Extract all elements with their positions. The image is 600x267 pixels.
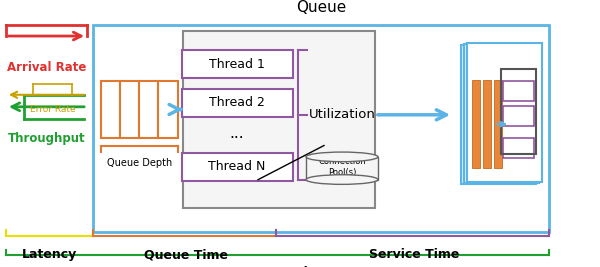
- FancyBboxPatch shape: [472, 80, 480, 168]
- FancyBboxPatch shape: [101, 81, 120, 138]
- Text: Service Time: Service Time: [369, 248, 459, 261]
- FancyBboxPatch shape: [483, 80, 491, 168]
- Text: Utilization: Utilization: [309, 108, 376, 121]
- Text: Queue Time: Queue Time: [144, 248, 228, 261]
- FancyBboxPatch shape: [139, 81, 158, 138]
- Ellipse shape: [306, 152, 378, 162]
- FancyBboxPatch shape: [158, 81, 178, 138]
- Text: Queue: Queue: [296, 0, 346, 15]
- Text: Throughput: Throughput: [8, 132, 85, 145]
- Text: Latency: Latency: [22, 248, 77, 261]
- FancyBboxPatch shape: [503, 106, 534, 126]
- FancyBboxPatch shape: [306, 157, 378, 179]
- Text: Queue Depth: Queue Depth: [107, 158, 172, 167]
- FancyBboxPatch shape: [183, 31, 375, 208]
- FancyBboxPatch shape: [182, 50, 293, 78]
- FancyBboxPatch shape: [182, 89, 293, 117]
- Text: Connection
Pool(s): Connection Pool(s): [318, 157, 366, 176]
- FancyBboxPatch shape: [503, 138, 534, 158]
- FancyBboxPatch shape: [93, 25, 549, 232]
- Text: ...: ...: [230, 126, 244, 141]
- Text: Thread 1: Thread 1: [209, 58, 265, 70]
- Ellipse shape: [306, 175, 378, 184]
- Text: Response Time: Response Time: [223, 266, 329, 267]
- Text: Arrival Rate: Arrival Rate: [7, 61, 86, 74]
- FancyBboxPatch shape: [461, 45, 536, 184]
- Text: Thread 2: Thread 2: [209, 96, 265, 109]
- FancyBboxPatch shape: [120, 81, 139, 138]
- FancyBboxPatch shape: [503, 81, 534, 101]
- Text: Error Rate: Error Rate: [30, 105, 76, 115]
- Text: Thread N: Thread N: [208, 160, 266, 173]
- FancyBboxPatch shape: [464, 44, 539, 183]
- FancyBboxPatch shape: [467, 43, 542, 182]
- FancyBboxPatch shape: [182, 153, 293, 181]
- FancyBboxPatch shape: [494, 80, 502, 168]
